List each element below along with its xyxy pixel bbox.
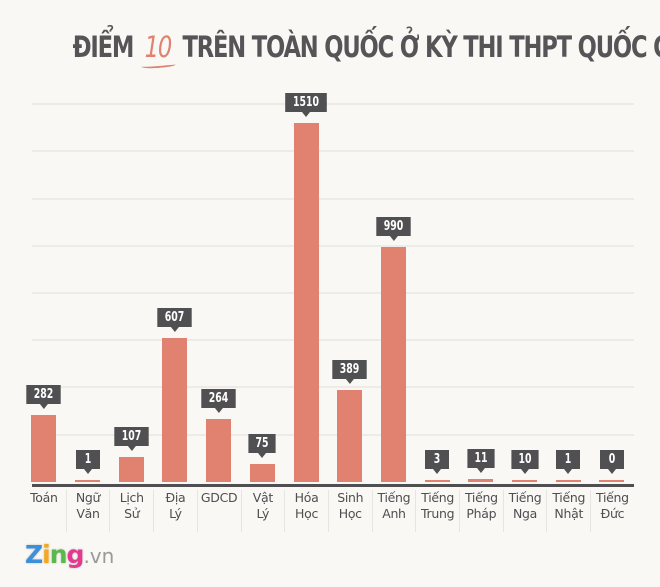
value-label: 0 — [599, 450, 624, 474]
value-label: 1 — [75, 450, 100, 474]
bar — [249, 464, 275, 482]
value-label: 10 — [510, 450, 539, 474]
bar — [162, 338, 188, 482]
bar — [31, 415, 57, 482]
category-label: Hóa Học — [284, 490, 328, 532]
x-axis-line — [32, 484, 634, 487]
category-label: Tiếng Trung — [415, 490, 459, 532]
bar — [206, 419, 232, 482]
bar — [512, 480, 538, 482]
category-label: Tiếng Nhật — [546, 490, 590, 532]
value-label: 3 — [425, 450, 450, 474]
gridline — [32, 198, 634, 200]
logo-letter: g — [66, 540, 85, 569]
value-label: 1510 — [285, 93, 327, 117]
category-label: Tiếng Anh — [371, 490, 416, 532]
logo-letter: Z — [25, 540, 43, 569]
title-highlight: 10 — [140, 30, 176, 64]
category-label: Vật Lý — [240, 490, 285, 532]
bar — [118, 457, 144, 482]
bar — [468, 479, 494, 482]
category-label: Tiếng Pháp — [459, 490, 503, 532]
category-label: Lịch Sử — [109, 490, 153, 532]
value-label: 990 — [376, 217, 411, 241]
value-label: 389 — [332, 360, 367, 384]
value-label: 107 — [114, 427, 149, 451]
gridline — [32, 245, 634, 247]
category-label: Sinh Học — [327, 490, 372, 532]
bar — [293, 123, 319, 482]
title-prefix: ĐIỂM — [72, 30, 135, 64]
bar — [555, 480, 581, 482]
category-label: Toán — [30, 490, 58, 505]
gridline — [32, 339, 634, 341]
bar — [424, 480, 450, 482]
value-label: 282 — [26, 385, 62, 409]
category-label: Tiếng Đức — [590, 490, 634, 532]
gridline — [32, 434, 634, 436]
bar — [380, 247, 406, 482]
category-label: Tiếng Nga — [502, 490, 547, 532]
chart-title: ĐIỂM 10 TRÊN TOÀN QUỐC Ở KỲ THI THPT QUỐ… — [72, 30, 660, 64]
category-label: Địa Lý — [153, 490, 197, 532]
gridline — [32, 103, 634, 105]
zing-logo: Zing.vn — [25, 540, 114, 569]
value-label: 607 — [157, 308, 193, 332]
bar — [599, 480, 625, 482]
category-label: Ngữ Văn — [65, 490, 110, 532]
value-label: 75 — [248, 434, 276, 458]
value-label: 1 — [556, 450, 581, 474]
bar — [337, 390, 363, 482]
logo-letter: i — [42, 540, 51, 569]
value-label: 11 — [467, 449, 495, 473]
logo-domain: .vn — [83, 544, 115, 568]
value-label: 264 — [201, 389, 236, 413]
bar — [75, 480, 101, 482]
title-suffix: TRÊN TOÀN QUỐC Ở KỲ THI THPT QUỐC GIA — [182, 30, 660, 64]
logo-letter: n — [49, 540, 68, 569]
gridline — [32, 292, 634, 294]
category-label: GDCD — [196, 490, 241, 532]
gridline — [32, 150, 634, 152]
gridline — [32, 386, 634, 388]
